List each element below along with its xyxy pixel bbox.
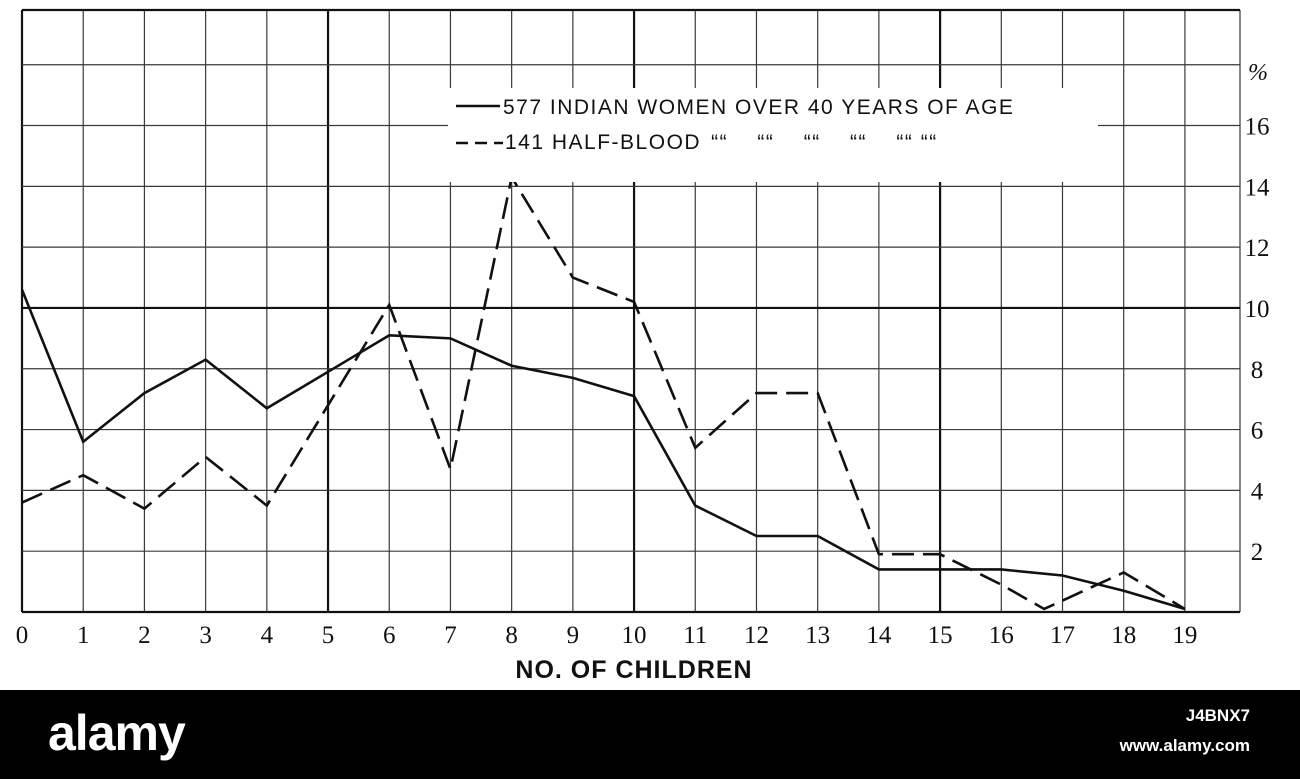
chart-series-layer (20, 173, 1186, 611)
x-tick-label: 3 (199, 622, 212, 649)
legend-ditto-marks: ““ ““ ““ ““ ““ ““ (711, 131, 938, 154)
series-line-2 (21, 173, 1186, 611)
x-tick-label: 1 (77, 622, 90, 649)
y-tick-label: 4 (1251, 478, 1264, 505)
x-tick-label: 14 (866, 622, 892, 649)
x-tick-label: 13 (805, 622, 830, 649)
y-tick-label: 12 (1245, 235, 1270, 262)
image-id: J4BNX7 (1185, 706, 1250, 725)
x-tick-label: 15 (928, 622, 953, 649)
x-tick-label: 2 (138, 622, 151, 649)
series-line-1 (20, 289, 1186, 611)
legend-label-series-2: 141 HALF-BLOOD ““ ““ ““ ““ ““ ““ (505, 131, 938, 154)
y-axis-ticks: 2 4 6 8 10 12 14 16 (1245, 114, 1271, 567)
x-tick-label: 19 (1172, 622, 1197, 649)
x-axis-ticks: 0 1 2 3 4 5 6 7 8 9 10 11 12 13 14 15 16 17 18 19 (16, 622, 1198, 649)
x-tick-label: 9 (567, 622, 580, 649)
x-tick-label: 12 (744, 622, 769, 649)
y-tick-label: 2 (1251, 539, 1264, 566)
x-tick-label: 8 (505, 622, 518, 649)
x-tick-label: 18 (1111, 622, 1136, 649)
x-tick-label: 7 (444, 622, 457, 649)
legend-background (448, 88, 1098, 182)
y-tick-label: 14 (1245, 174, 1271, 201)
x-tick-label: 4 (261, 622, 274, 649)
x-tick-label: 10 (622, 622, 647, 649)
y-tick-label: 6 (1251, 418, 1264, 445)
x-axis-title: NO. OF CHILDREN (515, 656, 752, 684)
y-tick-label: 8 (1251, 357, 1264, 384)
chart: 0 1 2 3 4 5 6 7 8 9 10 11 12 13 14 15 16 17 18 19 246810121… (16, 8, 1271, 684)
x-tick-label: 6 (383, 622, 396, 649)
alamy-logo: alamy (48, 705, 186, 761)
x-tick-label: 5 (322, 622, 335, 649)
x-tick-label: 16 (989, 622, 1014, 649)
y-unit-label: % (1248, 60, 1268, 86)
legend: 577 INDIAN WOMEN OVER 40 YEARS OF AGE 14… (448, 88, 1098, 182)
x-tick-label: 17 (1050, 622, 1075, 649)
x-tick-label: 0 (16, 622, 29, 649)
x-tick-label: 11 (683, 622, 707, 649)
y-tick-label: 10 (1245, 296, 1270, 323)
watermark-url: www.alamy.com (1119, 736, 1250, 755)
watermark-bar: alamy J4BNX7 www.alamy.com (0, 690, 1300, 779)
y-tick-label: 16 (1245, 114, 1270, 141)
legend-label-series-1: 577 INDIAN WOMEN OVER 40 YEARS OF AGE (503, 96, 1014, 119)
